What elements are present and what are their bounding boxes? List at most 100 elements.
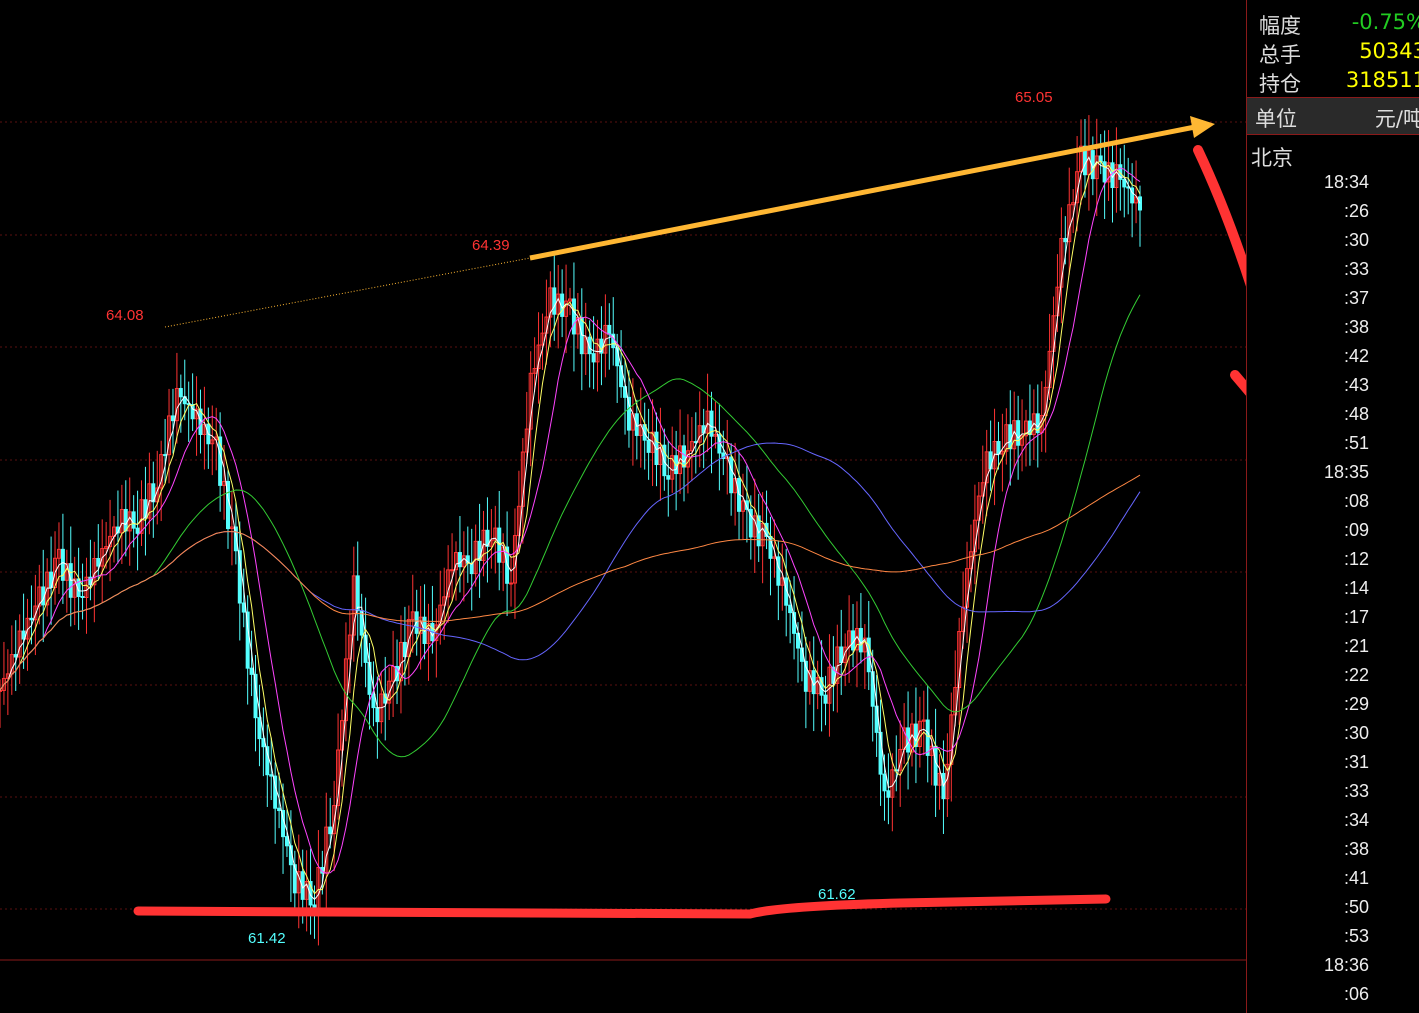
candle-body — [921, 719, 926, 722]
candle-body — [548, 287, 553, 318]
row-open-interest: 持仓 318511 — [1247, 68, 1419, 97]
ma-line-2 — [0, 160, 1141, 895]
candle-body — [1122, 178, 1127, 188]
candle-body — [139, 499, 144, 534]
candle-body — [682, 445, 686, 468]
candle-body — [898, 748, 903, 771]
candle-body — [328, 826, 333, 835]
candle-body — [1130, 187, 1135, 204]
candle-body — [355, 575, 360, 612]
candle-body — [591, 353, 596, 363]
unit-row: 单位 元/吨 — [1247, 97, 1419, 135]
candle-body — [151, 483, 156, 503]
candle-body — [265, 746, 270, 776]
candle-body — [729, 456, 734, 494]
candle-body — [984, 451, 989, 484]
candle-body — [776, 556, 781, 586]
candle-body — [1079, 145, 1084, 173]
candle-body — [564, 300, 569, 317]
candle-body — [56, 548, 61, 559]
candle-body — [21, 630, 26, 640]
candle-body — [159, 454, 164, 489]
candle-body — [843, 646, 848, 664]
candle-body — [29, 617, 34, 621]
candle-body — [163, 454, 168, 457]
time-item: :26 — [1343, 201, 1369, 221]
candle-body — [84, 576, 89, 598]
candle-body — [387, 680, 392, 704]
candle-body — [167, 415, 172, 456]
candle-body — [1024, 420, 1028, 437]
candle-body — [957, 631, 962, 689]
candle-body — [721, 452, 726, 460]
candle-body — [1004, 424, 1009, 452]
candle-body — [925, 719, 930, 756]
candle-body — [1063, 237, 1068, 243]
candle-body — [257, 717, 262, 740]
candle-body — [709, 410, 714, 437]
candle-body — [634, 413, 639, 436]
candle-body — [748, 508, 753, 538]
value: 50343 — [1359, 39, 1419, 63]
candle-body — [104, 546, 109, 550]
candle-body — [0, 689, 2, 692]
time-item: :33 — [1343, 781, 1369, 801]
candle-body — [72, 578, 77, 598]
candle-body — [705, 410, 710, 434]
time-item: :29 — [1343, 694, 1369, 714]
label-low-1: 61.42 — [248, 930, 286, 947]
candle-body — [568, 298, 572, 302]
candle-body — [229, 526, 234, 530]
candle-body — [1035, 413, 1040, 434]
candle-body — [1059, 237, 1064, 288]
candle-body — [913, 723, 918, 748]
candle-body — [135, 527, 140, 534]
time-item: :06 — [1343, 984, 1369, 1004]
time-item: :38 — [1343, 839, 1369, 859]
candle-body — [740, 500, 745, 512]
candle-body — [457, 552, 462, 568]
candle-body — [882, 773, 887, 792]
label: 持仓 — [1259, 72, 1301, 96]
candle-body — [485, 529, 490, 547]
candle-body — [347, 634, 352, 660]
candle-body — [528, 372, 533, 430]
city-label: 北京 — [1251, 146, 1293, 170]
time-item: :22 — [1343, 665, 1369, 685]
time-item: :37 — [1343, 288, 1369, 308]
candle-body — [493, 527, 498, 541]
candle-body — [937, 772, 942, 786]
row-amplitude: 幅度 -0.75% — [1247, 10, 1419, 39]
candle-body — [646, 439, 651, 453]
candle-body — [284, 836, 289, 847]
candle-body — [815, 677, 820, 695]
candle-body — [131, 511, 136, 529]
candle-body — [332, 805, 337, 835]
time-item: :42 — [1343, 346, 1369, 366]
candle-body — [650, 431, 655, 453]
time-item: :30 — [1343, 723, 1369, 743]
candle-body — [803, 660, 808, 692]
candle-body — [454, 552, 458, 571]
time-item: 18:36 — [1323, 955, 1369, 975]
candle-body — [520, 451, 525, 507]
time-item: :41 — [1343, 868, 1369, 888]
time-item: :21 — [1343, 636, 1369, 656]
candle-body — [878, 731, 883, 775]
candle-body — [446, 569, 451, 598]
candle-body — [426, 622, 431, 644]
candle-body — [760, 522, 765, 547]
candle-body — [1094, 155, 1099, 180]
candle-body — [784, 577, 789, 606]
candle-body — [473, 540, 478, 575]
candlestick-chart — [0, 115, 1246, 961]
candle-body — [17, 630, 22, 658]
candle-body — [626, 396, 631, 431]
candle-body — [123, 508, 128, 532]
quote-panel: 幅度 -0.75% 总手 50343 持仓 318511 单位 元/吨 北京 18:34… — [1246, 0, 1419, 1013]
candle-body — [497, 527, 502, 563]
time-item: :33 — [1343, 259, 1369, 279]
candle-body — [292, 864, 297, 894]
candle-body — [713, 434, 718, 437]
candle-body — [100, 548, 105, 567]
